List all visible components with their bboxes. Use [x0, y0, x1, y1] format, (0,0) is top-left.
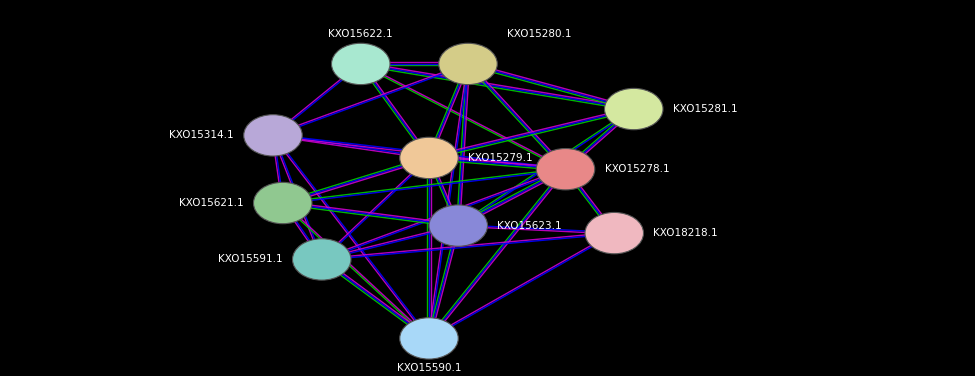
- Text: KXO15621.1: KXO15621.1: [179, 198, 244, 208]
- Text: KXO15623.1: KXO15623.1: [497, 221, 562, 230]
- Text: KXO18218.1: KXO18218.1: [653, 228, 718, 238]
- Ellipse shape: [536, 149, 595, 190]
- Ellipse shape: [244, 115, 302, 156]
- Ellipse shape: [439, 43, 497, 85]
- Ellipse shape: [292, 239, 351, 280]
- Text: KXO15279.1: KXO15279.1: [468, 153, 532, 163]
- Ellipse shape: [585, 212, 644, 254]
- Text: KXO15281.1: KXO15281.1: [673, 104, 737, 114]
- Ellipse shape: [254, 182, 312, 224]
- Text: KXO15622.1: KXO15622.1: [329, 29, 393, 39]
- Text: KXO15591.1: KXO15591.1: [218, 255, 283, 264]
- Text: KXO15278.1: KXO15278.1: [604, 164, 669, 174]
- Text: KXO15280.1: KXO15280.1: [507, 29, 571, 39]
- Ellipse shape: [429, 205, 488, 246]
- Ellipse shape: [332, 43, 390, 85]
- Text: KXO15590.1: KXO15590.1: [397, 363, 461, 373]
- Ellipse shape: [400, 137, 458, 179]
- Ellipse shape: [400, 318, 458, 359]
- Text: KXO15314.1: KXO15314.1: [170, 130, 234, 140]
- Ellipse shape: [604, 88, 663, 130]
